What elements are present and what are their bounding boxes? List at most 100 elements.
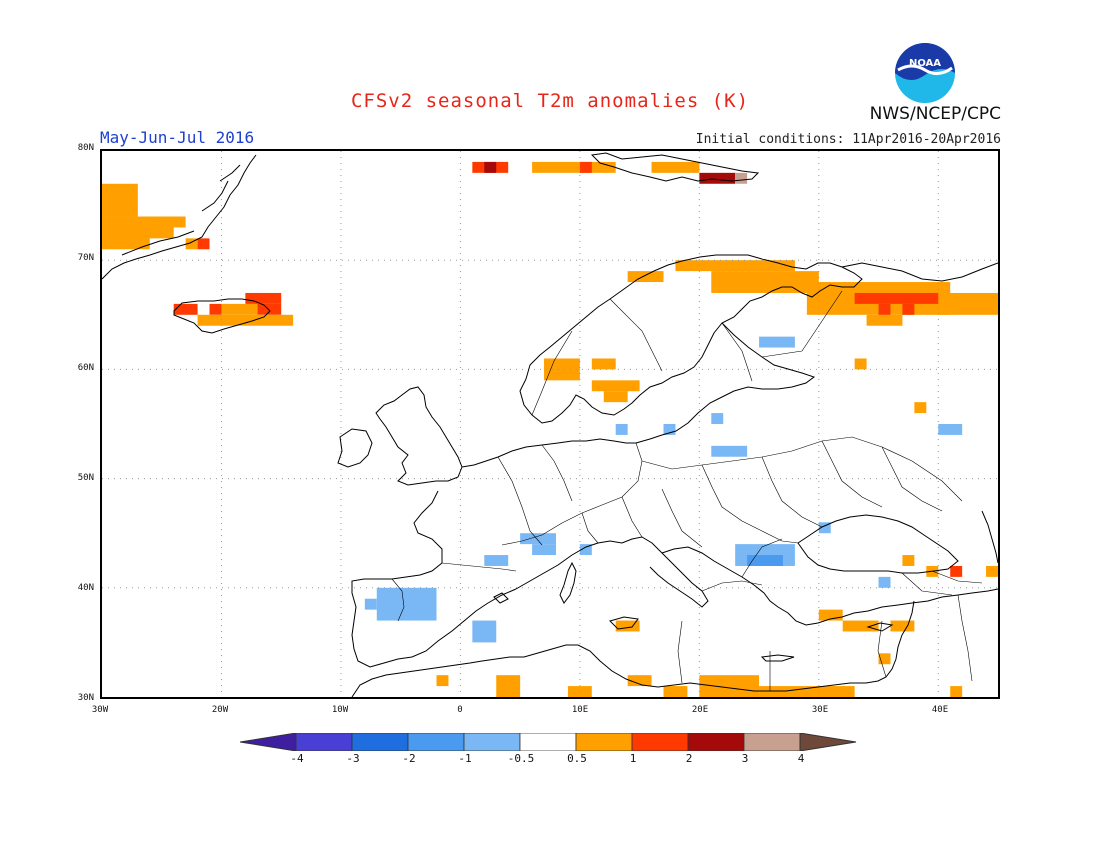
anomaly-cell-warm1 <box>914 402 927 414</box>
colorbar-box <box>351 733 409 751</box>
greenland-coast <box>102 154 257 280</box>
colorbar-label-4: 4 <box>797 752 805 765</box>
lon-label-0: 0 <box>457 705 463 715</box>
lon-label-20w: 20W <box>211 705 229 715</box>
ireland-coast <box>337 428 373 468</box>
levant-coast <box>901 600 915 636</box>
anomaly-cell-cold1 <box>818 522 831 534</box>
colorbar-box <box>519 733 577 751</box>
lat-label-70n: 70N <box>77 253 94 263</box>
anomaly-cell-warm3 <box>699 172 736 184</box>
initial-conditions: Initial conditions: 11Apr2016-20Apr2016 <box>695 132 1001 147</box>
anomaly-cell-warm1 <box>185 238 198 250</box>
lon-label-30e: 30E <box>811 705 829 715</box>
anomaly-cell-warm2 <box>245 292 282 304</box>
map-title: CFSv2 seasonal T2m anomalies (K) <box>350 90 750 112</box>
iceland-coast <box>173 298 271 334</box>
noaa-logo: NOAA <box>894 42 956 104</box>
colorbar-label-neg3: -3 <box>346 752 360 765</box>
anomaly-cell-warm1 <box>651 161 700 173</box>
kola-coast <box>841 262 998 282</box>
anomaly-cell-warm1 <box>854 358 867 370</box>
colorbar-box <box>295 733 353 751</box>
anomaly-cell-warm2 <box>197 238 210 250</box>
anomaly-cell-warm1 <box>663 686 688 697</box>
anomaly-cell-warm1 <box>221 303 258 315</box>
anomaly-cell-warm1 <box>938 292 998 315</box>
anomaly-cell-warm2 <box>579 161 592 173</box>
colorbar-arrow-left <box>240 733 297 751</box>
cyprus-coast <box>866 622 894 632</box>
anomaly-cell-cold1 <box>878 576 891 588</box>
anomaly-cell-warm2 <box>878 303 891 315</box>
anomaly-cell-warm2 <box>950 565 963 577</box>
anomaly-cell-cold1 <box>938 424 963 435</box>
anomaly-cell-warm1 <box>615 620 640 632</box>
anomaly-cell-warm1 <box>842 620 879 632</box>
anomaly-cell-warm1 <box>627 675 652 687</box>
sicily-coast <box>609 616 639 630</box>
lat-label-80n: 80N <box>77 143 94 153</box>
map-frame <box>100 149 1000 699</box>
graticule <box>102 151 998 697</box>
colorbar-box <box>463 733 521 751</box>
lon-label-10e: 10E <box>571 705 589 715</box>
colorbar-box <box>631 733 689 751</box>
anomaly-cell-warm1 <box>818 609 843 621</box>
finland-coast <box>635 322 816 444</box>
coastlines <box>102 152 998 697</box>
anomaly-cell-warm1 <box>532 161 616 173</box>
britain-coast <box>375 386 463 486</box>
anomaly-cell-cold1 <box>711 445 748 457</box>
north-africa-coast <box>351 634 903 697</box>
lat-label-60n: 60N <box>77 363 94 373</box>
anomaly-cell-cold1 <box>663 424 676 435</box>
lon-label-20e: 20E <box>691 705 709 715</box>
anomaly-cell-warm1 <box>161 216 186 228</box>
anomaly-cell-warm1 <box>603 391 628 403</box>
colorbar-box <box>575 733 633 751</box>
colorbar-label-3: 3 <box>741 752 749 765</box>
colorbar-label-2: 2 <box>685 752 693 765</box>
anomaly-cell-warm1 <box>436 675 449 687</box>
organization-label: NWS/NCEP/CPC <box>869 104 1001 124</box>
anomaly-cell-warm1 <box>102 183 138 217</box>
anomaly-cell-cold1 <box>484 555 509 566</box>
anomaly-cell-warm1 <box>544 358 580 381</box>
anomaly-cell-warm1 <box>627 271 664 283</box>
colorbar-box <box>743 733 801 751</box>
anomaly-cell-warm2 <box>173 303 198 315</box>
colorbar-label-neg05: -0.5 <box>507 752 535 765</box>
europe-west-coast <box>351 438 636 668</box>
anomaly-cell-warm1 <box>950 686 963 697</box>
lon-label-10w: 10W <box>331 705 349 715</box>
anomaly-cell-cold1 <box>364 598 377 610</box>
black-sea-coast <box>797 514 959 574</box>
lat-label-30n: 30N <box>77 693 94 703</box>
anomaly-cell-cold1 <box>711 413 724 424</box>
balearic-coast <box>493 592 509 604</box>
colorbar-arrow-right <box>799 733 857 751</box>
anomaly-cell-cold1 <box>532 544 556 556</box>
anomaly-cell-warm1 <box>902 555 915 566</box>
anomaly-cell-warm1 <box>866 314 903 326</box>
colorbar-label-1: 1 <box>629 752 637 765</box>
lat-label-50n: 50N <box>77 473 94 483</box>
anomaly-cell-warm1 <box>197 314 294 326</box>
anomaly-cell-cold1 <box>520 533 556 545</box>
anomaly-cell-warm2 <box>902 303 915 315</box>
lat-label-40n: 40N <box>77 583 94 593</box>
anomaly-cell-warm1 <box>591 380 640 392</box>
colorbar-label-neg1: -1 <box>458 752 472 765</box>
anomaly-cell-warm2 <box>257 303 282 315</box>
colorbar-boxes <box>240 733 857 751</box>
country-borders <box>391 290 983 691</box>
anomaly-cell-cold1 <box>472 620 497 643</box>
anomaly-cell-warm1 <box>986 565 998 577</box>
anomaly-cell-warm3 <box>484 161 497 173</box>
anomaly-cell-warm1 <box>496 675 521 697</box>
greenland-coast-inner <box>121 164 241 256</box>
anomaly-layer <box>102 161 998 697</box>
caspian-coast <box>981 510 998 564</box>
